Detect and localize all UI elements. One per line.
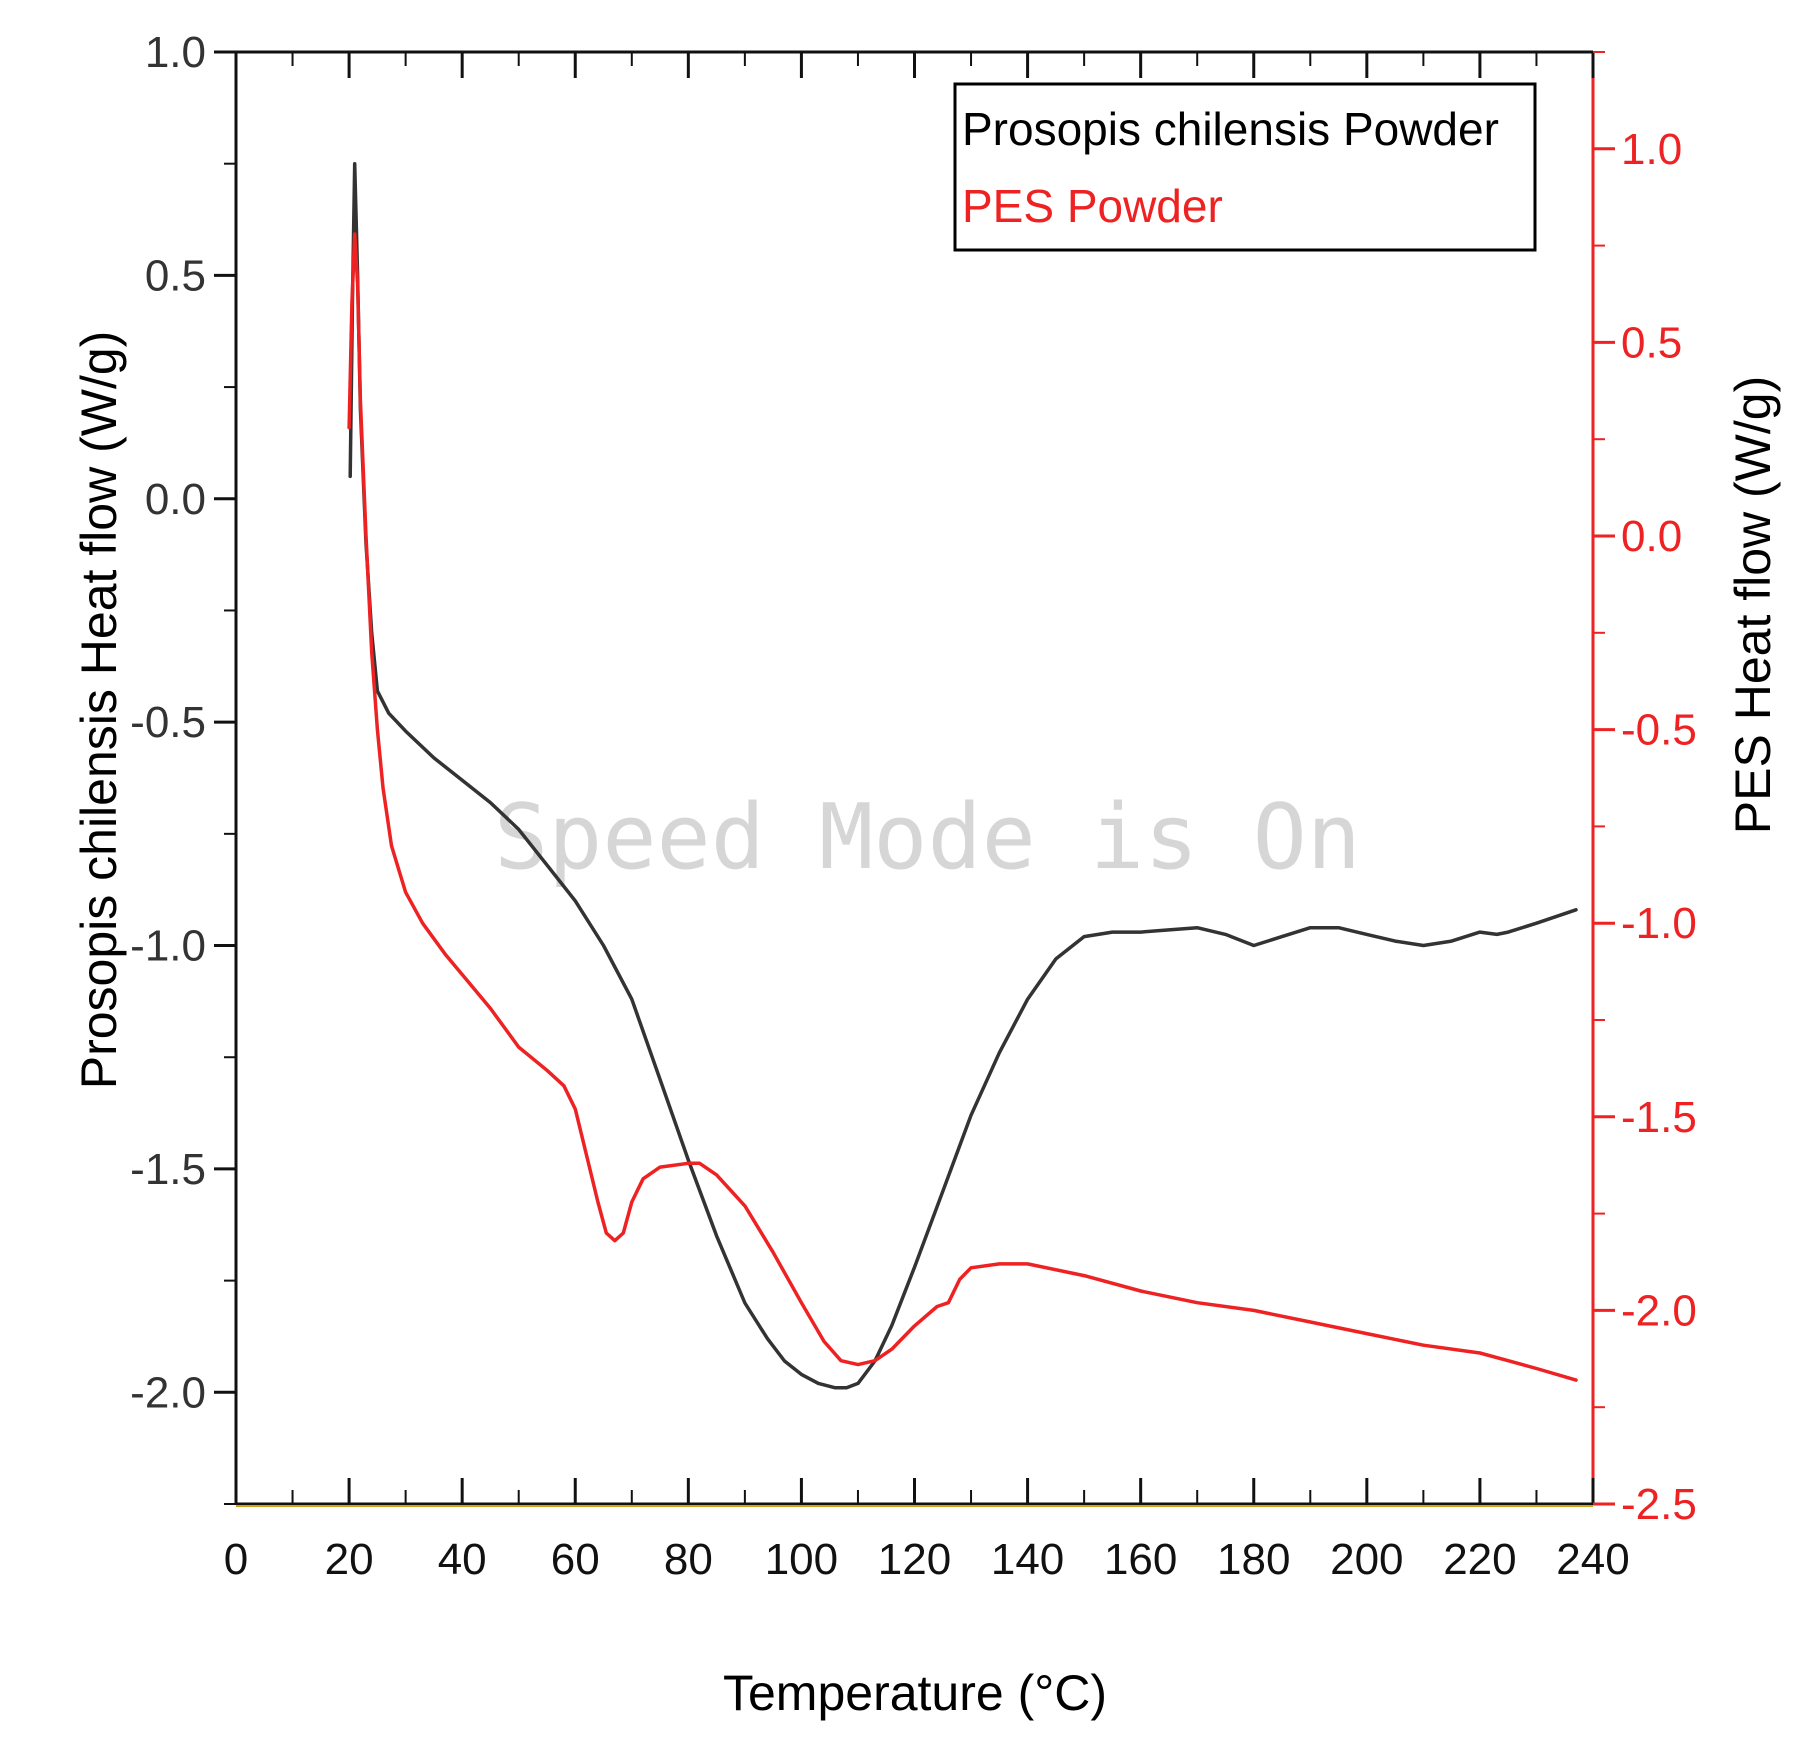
- series-line-prosopis: [348, 161, 1578, 1390]
- right-y-tick-label: -2.5: [1621, 1480, 1697, 1529]
- x-axis-ticks: 0 20 40 60 80 100 120 140 160 180 200 220 240: [224, 52, 1630, 1584]
- legend-box: [953, 82, 1537, 252]
- legend: Prosopis chilensis Powder PES Powder: [953, 82, 1537, 252]
- legend-item-prosopis: Prosopis chilensis Powder: [962, 103, 1499, 155]
- left-y-tick-label: 1.0: [145, 28, 206, 77]
- x-tick-label: 0: [224, 1535, 248, 1584]
- x-tick-label: 220: [1443, 1535, 1516, 1584]
- right-y-tick-label: -2.0: [1621, 1286, 1697, 1335]
- x-tick-label: 120: [878, 1535, 951, 1584]
- x-tick-label: 40: [438, 1535, 487, 1584]
- left-y-tick-label: -2.0: [130, 1368, 206, 1417]
- right-y-tick-label: -1.0: [1621, 899, 1697, 948]
- series-line-pes: [347, 232, 1578, 1382]
- left-y-tick-label: 0.0: [145, 475, 206, 524]
- x-tick-label: 240: [1556, 1535, 1629, 1584]
- x-axis-title: Temperature (°C): [723, 1665, 1107, 1721]
- right-y-tick-label: 0.0: [1621, 512, 1682, 561]
- left-y-axis-ticks: 1.0 0.5 0.0 -0.5 -1.0 -1.5 -2.0: [130, 28, 236, 1505]
- x-tick-label: 160: [1104, 1535, 1177, 1584]
- x-tick-label: 200: [1330, 1535, 1403, 1584]
- watermark-text: Speed Mode is On: [494, 785, 1361, 890]
- left-y-tick-label: 0.5: [145, 251, 206, 300]
- left-y-tick-label: -0.5: [130, 698, 206, 747]
- right-y-tick-label: 0.5: [1621, 318, 1682, 367]
- x-tick-label: 60: [551, 1535, 600, 1584]
- left-y-tick-label: -1.5: [130, 1145, 206, 1194]
- x-tick-label: 100: [765, 1535, 838, 1584]
- right-y-tick-label: 1.0: [1621, 125, 1682, 174]
- left-y-axis-title: Prosopis chilensis Heat flow (W/g): [71, 331, 127, 1090]
- right-y-tick-label: -0.5: [1621, 706, 1697, 755]
- series-layer: [347, 161, 1578, 1390]
- right-y-axis-ticks: 1.0 0.5 0.0 -0.5 -1.0 -1.5 -2.0 -2.5: [1593, 51, 1697, 1529]
- x-tick-label: 80: [664, 1535, 713, 1584]
- right-y-tick-label: -1.5: [1621, 1093, 1697, 1142]
- left-y-tick-label: -1.0: [130, 922, 206, 971]
- x-tick-label: 180: [1217, 1535, 1290, 1584]
- right-y-axis-title: PES Heat flow (W/g): [1725, 376, 1781, 834]
- x-tick-label: 140: [991, 1535, 1064, 1584]
- legend-item-pes: PES Powder: [962, 180, 1223, 232]
- x-tick-label: 20: [325, 1535, 374, 1584]
